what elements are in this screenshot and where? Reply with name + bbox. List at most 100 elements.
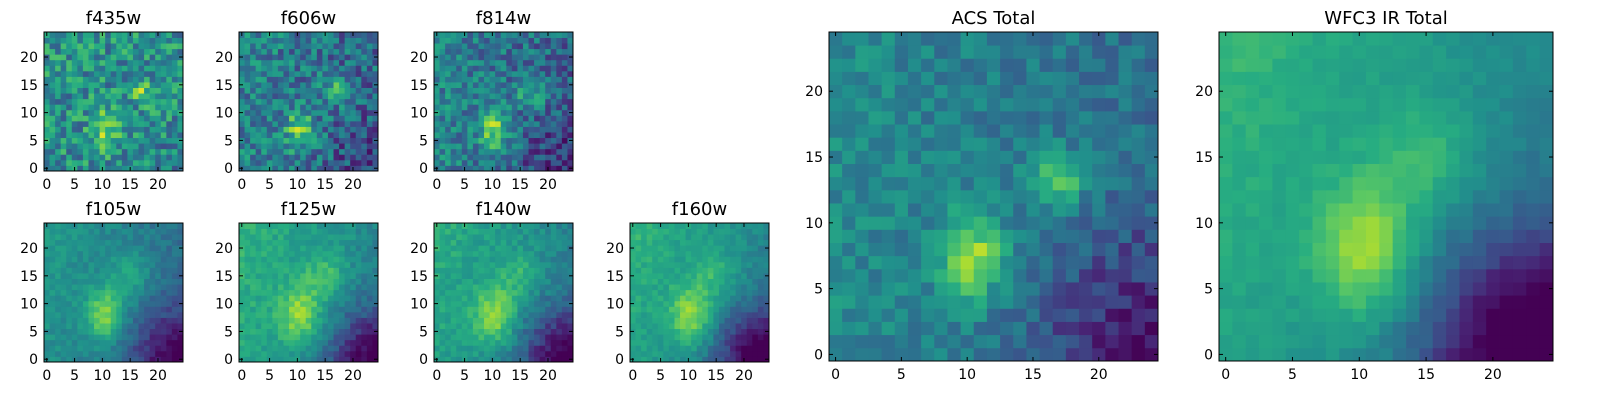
heatmap-cell (534, 300, 541, 307)
heatmap-cell (60, 295, 67, 302)
heatmap-cell (495, 65, 502, 72)
heatmap-cell (685, 300, 692, 307)
heatmap-cell (132, 37, 139, 44)
heatmap-cell (110, 59, 117, 66)
heatmap-cell (171, 323, 178, 330)
heatmap-cell (741, 350, 748, 357)
heatmap-cell (550, 289, 557, 296)
heatmap-cell (49, 148, 56, 155)
heatmap-cell (289, 339, 295, 346)
heatmap-cell (77, 267, 84, 274)
heatmap-cell (71, 311, 78, 318)
heatmap-cell (730, 289, 737, 296)
heatmap-cell (456, 228, 463, 235)
heatmap-cell (528, 345, 535, 352)
heatmap-cell (1092, 163, 1106, 178)
heatmap-cell (44, 267, 50, 274)
heatmap-cell (472, 223, 479, 229)
heatmap-cell (1013, 203, 1027, 217)
heatmap-cell (149, 273, 156, 279)
heatmap-cell (973, 176, 988, 191)
heatmap-cell (132, 228, 139, 235)
heatmap-cell (674, 295, 681, 302)
heatmap-cell (478, 278, 485, 285)
heatmap-cell (372, 59, 379, 66)
heatmap-cell (506, 159, 513, 166)
heatmap-cell (121, 143, 128, 150)
heatmap-cell (1105, 176, 1119, 191)
heatmap-cell (138, 54, 145, 61)
heatmap-cell (311, 109, 318, 116)
heatmap-cell (881, 321, 896, 336)
heatmap-cell (522, 87, 529, 94)
heatmap-cell (1118, 163, 1133, 178)
heatmap-cell (445, 295, 452, 302)
heatmap-cell (663, 239, 670, 246)
heatmap-cell (1000, 216, 1014, 230)
heatmap-cell (127, 311, 134, 318)
heatmap-cell (250, 65, 257, 72)
heatmap-cell (511, 137, 518, 144)
heatmap-cell (294, 37, 301, 44)
heatmap-cell (713, 273, 720, 279)
heatmap-cell (657, 250, 664, 257)
heatmap-cell (842, 308, 856, 322)
heatmap-cell (66, 120, 73, 127)
heatmap-cell (110, 334, 117, 341)
heatmap-cell (539, 54, 546, 61)
heatmap-cell (149, 104, 156, 111)
heatmap-cell (350, 65, 357, 72)
heatmap-cell (1000, 255, 1014, 270)
heatmap-cell (289, 54, 295, 61)
heatmap-cell (277, 148, 284, 155)
heatmap-cell (702, 295, 709, 302)
heatmap-cell (110, 165, 117, 172)
heatmap-cell (517, 261, 524, 268)
heatmap-cell (434, 98, 440, 105)
heatmap-cell (272, 65, 279, 72)
heatmap-cell (484, 289, 490, 296)
heatmap-cell (144, 289, 151, 296)
heatmap-cell (500, 59, 507, 66)
heatmap-cell (561, 245, 568, 252)
heatmap-cell (277, 82, 284, 88)
heatmap-cell (489, 93, 496, 100)
heatmap-cell (49, 70, 56, 77)
heatmap-cell (88, 328, 95, 335)
heatmap-cell (132, 245, 139, 252)
heatmap-cell (255, 223, 262, 229)
heatmap-cell (138, 295, 145, 302)
heatmap-cell (663, 311, 670, 318)
heatmap-cell (350, 323, 357, 330)
heatmap-cell (652, 295, 659, 302)
heatmap-cell (333, 154, 340, 161)
heatmap-cell (361, 223, 368, 229)
heatmap-cell (350, 273, 357, 279)
heatmap-cell (1039, 321, 1054, 336)
heatmap-cell (60, 76, 67, 83)
heatmap-cell (289, 295, 295, 302)
heatmap-cell (361, 126, 368, 133)
heatmap-cell (528, 273, 535, 279)
heatmap-cell (344, 295, 351, 302)
heatmap-cell (327, 339, 334, 346)
heatmap-cell (478, 109, 485, 116)
heatmap-cell (55, 104, 62, 111)
heatmap-cell (266, 59, 273, 66)
heatmap-cell (986, 308, 1001, 322)
heatmap-cell (960, 268, 975, 283)
heatmap-cell (94, 245, 100, 252)
heatmap-cell (646, 267, 653, 274)
heatmap-cell (289, 239, 295, 246)
heatmap-cell (668, 317, 675, 324)
heatmap-cell (461, 37, 468, 44)
heatmap-cell (763, 261, 770, 268)
heatmap-cell (261, 120, 268, 127)
heatmap-cell (289, 115, 295, 122)
heatmap-cell (327, 245, 334, 252)
heatmap-cell (713, 228, 720, 235)
heatmap-cell (116, 159, 123, 166)
heatmap-cell (344, 143, 351, 150)
heatmap-cell (1118, 203, 1133, 217)
heatmap-cell (289, 132, 295, 139)
